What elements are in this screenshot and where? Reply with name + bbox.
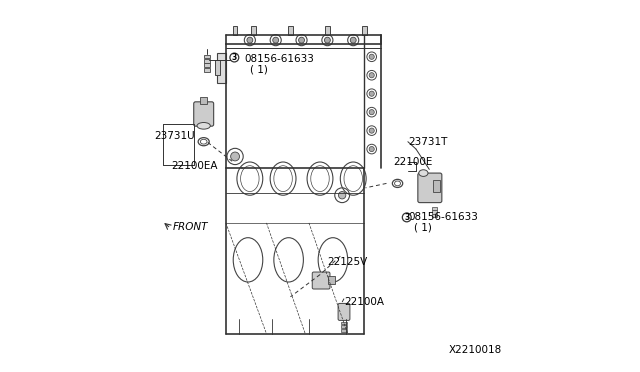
Circle shape xyxy=(369,91,374,96)
Text: 08156-61633: 08156-61633 xyxy=(408,212,479,222)
Circle shape xyxy=(247,37,253,43)
Bar xyxy=(233,26,237,35)
Text: 22100EA: 22100EA xyxy=(172,161,218,171)
Circle shape xyxy=(299,37,305,43)
Text: 3: 3 xyxy=(232,53,237,62)
Bar xyxy=(432,207,437,210)
Circle shape xyxy=(324,37,330,43)
Text: 08156-61633: 08156-61633 xyxy=(244,54,314,64)
Bar xyxy=(362,26,367,35)
FancyBboxPatch shape xyxy=(312,272,330,289)
Bar xyxy=(204,68,210,71)
Bar xyxy=(252,26,256,35)
Text: ( 1): ( 1) xyxy=(250,65,268,75)
FancyBboxPatch shape xyxy=(194,102,214,126)
Bar xyxy=(432,211,437,214)
Bar xyxy=(341,325,347,328)
Text: 22100E: 22100E xyxy=(393,157,433,167)
Bar xyxy=(204,59,210,62)
Circle shape xyxy=(369,54,374,60)
Bar xyxy=(432,214,437,217)
Bar xyxy=(433,180,440,192)
Circle shape xyxy=(230,53,239,62)
FancyBboxPatch shape xyxy=(216,53,226,83)
Ellipse shape xyxy=(419,170,428,176)
Circle shape xyxy=(273,37,278,43)
Bar xyxy=(328,276,335,284)
Circle shape xyxy=(350,37,356,43)
Bar xyxy=(204,55,210,58)
Bar xyxy=(325,26,330,35)
Circle shape xyxy=(369,73,374,78)
Circle shape xyxy=(403,213,411,222)
Circle shape xyxy=(369,128,374,133)
Ellipse shape xyxy=(197,122,211,129)
FancyBboxPatch shape xyxy=(338,304,350,320)
Bar xyxy=(204,63,210,67)
Text: X2210018: X2210018 xyxy=(449,345,502,355)
Text: 22125V: 22125V xyxy=(328,257,367,267)
Circle shape xyxy=(369,147,374,152)
Bar xyxy=(288,26,292,35)
Text: ( 1): ( 1) xyxy=(414,222,432,232)
Text: 23731T: 23731T xyxy=(408,137,448,147)
Circle shape xyxy=(369,110,374,115)
Text: 3: 3 xyxy=(404,213,410,222)
FancyBboxPatch shape xyxy=(418,173,442,203)
Text: 22100A: 22100A xyxy=(344,297,384,307)
Circle shape xyxy=(230,152,239,161)
Text: 23731U: 23731U xyxy=(155,131,195,141)
Text: FRONT: FRONT xyxy=(172,222,208,232)
Bar xyxy=(341,321,347,324)
Bar xyxy=(341,329,347,332)
FancyBboxPatch shape xyxy=(215,61,220,75)
Bar xyxy=(200,97,207,104)
Circle shape xyxy=(339,192,346,199)
